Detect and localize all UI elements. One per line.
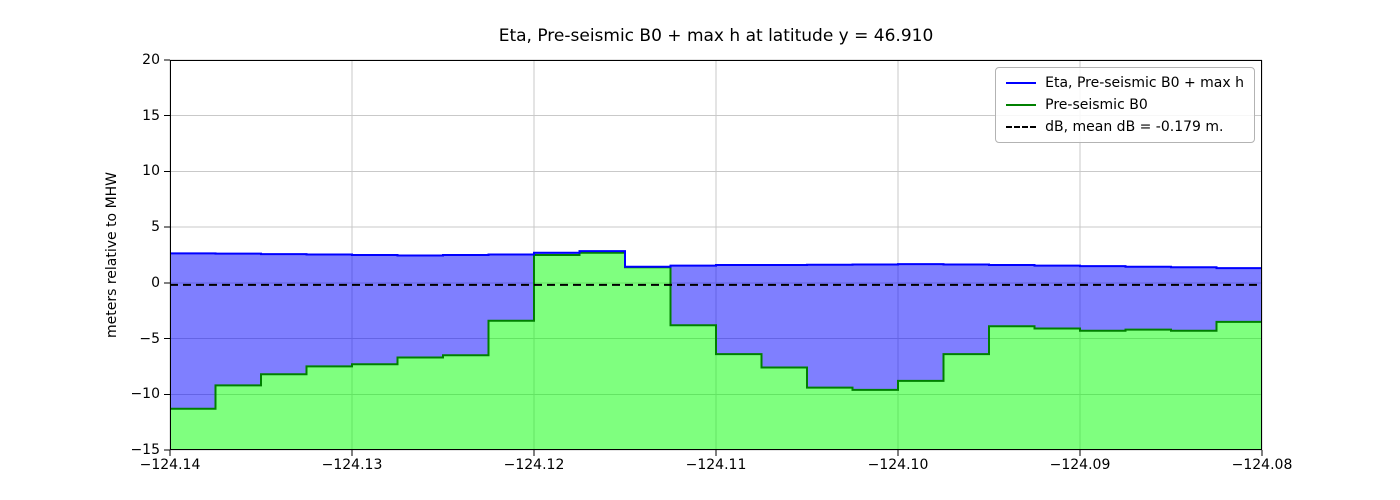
legend-label: Eta, Pre-seismic B0 + max h	[1045, 75, 1244, 91]
legend: Eta, Pre-seismic B0 + max h Pre-seismic B…	[995, 67, 1255, 143]
legend-item-db: dB, mean dB = -0.179 m.	[1006, 119, 1244, 135]
legend-label: Pre-seismic B0	[1045, 97, 1148, 113]
y-tick-label: −5	[139, 330, 160, 347]
y-tick-label: 15	[142, 107, 160, 124]
legend-item-b0: Pre-seismic B0	[1006, 97, 1244, 113]
y-tick-label: 20	[142, 52, 160, 68]
y-axis-label: meters relative to MHW	[104, 171, 120, 339]
legend-label: dB, mean dB = -0.179 m.	[1045, 119, 1224, 135]
x-tick-label: −124.08	[1231, 457, 1293, 473]
y-tick-label: 0	[151, 274, 160, 291]
y-tick-label: −15	[130, 442, 160, 458]
y-tick-label: −10	[130, 386, 160, 403]
x-tick-label: −124.12	[503, 457, 565, 473]
legend-dashed-line-icon	[1006, 126, 1037, 128]
legend-line-icon	[1006, 104, 1037, 106]
x-tick-label: −124.09	[1049, 457, 1111, 473]
x-tick-label: −124.10	[867, 457, 929, 473]
plot-canvas	[164, 59, 1263, 456]
x-tick-label: −124.11	[685, 457, 747, 473]
x-tick-label: −124.13	[321, 457, 383, 473]
y-tick-label: 10	[142, 163, 160, 180]
legend-line-icon	[1006, 82, 1037, 84]
chart-title: Eta, Pre-seismic B0 + max h at latitude …	[498, 26, 934, 46]
y-tick-label: 5	[151, 219, 160, 236]
x-tick-label: −124.14	[139, 457, 201, 473]
legend-item-eta: Eta, Pre-seismic B0 + max h	[1006, 75, 1244, 91]
plot-area: Eta, Pre-seismic B0 + max h Pre-seismic B…	[164, 59, 1263, 456]
